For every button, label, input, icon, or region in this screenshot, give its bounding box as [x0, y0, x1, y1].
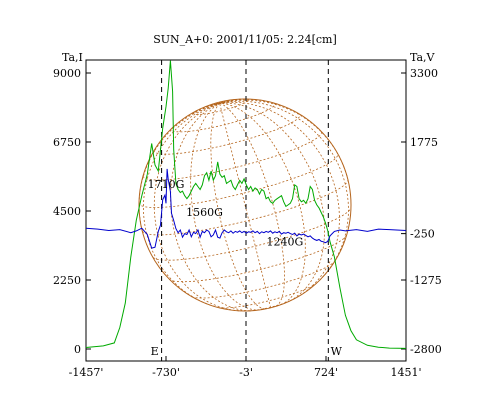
limb-marker-label: W [331, 345, 343, 358]
longitude-line [219, 98, 245, 104]
field-annotation: 1560G [186, 206, 223, 219]
x-tick-label: -730' [152, 366, 180, 379]
right-tick-label: -1275 [410, 274, 442, 287]
longitude-line [190, 102, 260, 311]
longitude-line [219, 100, 227, 104]
longitude-line [142, 102, 220, 307]
annotations: 1710G 1560G 1240G [148, 178, 304, 249]
longitude-line [219, 102, 306, 305]
left-axis-label: Ta,I [62, 51, 83, 64]
latitude-line [153, 113, 301, 155]
longitude-line [153, 102, 240, 312]
x-tick-label: 724' [314, 366, 338, 379]
longitude-line [219, 103, 271, 308]
longitude-line [219, 101, 340, 296]
latitude-line [142, 131, 322, 181]
chart-title: SUN_A+0: 2001/11/05: 2.24[cm] [153, 33, 337, 46]
latitude-line [138, 153, 339, 209]
latitude-line [249, 300, 292, 312]
longitude-line [219, 100, 224, 104]
longitude-line [204, 102, 220, 108]
right-tick-label: 1775 [410, 136, 438, 149]
left-tick-label: 0 [74, 343, 81, 356]
longitude-line [219, 102, 285, 307]
left-tick-label: 6750 [53, 136, 81, 149]
limb-marker-label: E [151, 345, 159, 358]
left-tick-label: 4500 [53, 205, 81, 218]
intensity-series-line [85, 60, 407, 349]
right-tick-label: -250 [410, 228, 435, 241]
right-tick-label: -2800 [410, 343, 442, 356]
sun-disk-grid [138, 98, 352, 312]
x-tick-label: 1451' [390, 366, 421, 379]
longitude-line [210, 103, 266, 310]
longitude-line [219, 99, 348, 176]
x-tick-label: -1457' [69, 366, 104, 379]
series-lines [85, 60, 407, 349]
longitude-line [138, 102, 220, 228]
latitude-line [169, 235, 347, 283]
right-tick-label: 3300 [410, 67, 438, 80]
longitude-line [170, 102, 251, 312]
latitude-line [193, 98, 248, 115]
x-tick-label: -3' [239, 366, 253, 379]
longitude-line [219, 100, 349, 281]
left-tick-label: 2250 [53, 274, 81, 287]
axis-ticks: 9000 6750 4500 2250 0 3300 1775 -250 -1275 -2800 -… [53, 67, 442, 379]
polarization-series-line [85, 168, 407, 249]
field-annotation: 1240G [266, 236, 303, 249]
right-axis-label: Ta,V [410, 51, 436, 64]
field-annotation: 1710G [148, 178, 185, 191]
left-tick-label: 9000 [53, 67, 81, 80]
longitude-line [219, 102, 326, 302]
latitude-line [152, 207, 352, 261]
